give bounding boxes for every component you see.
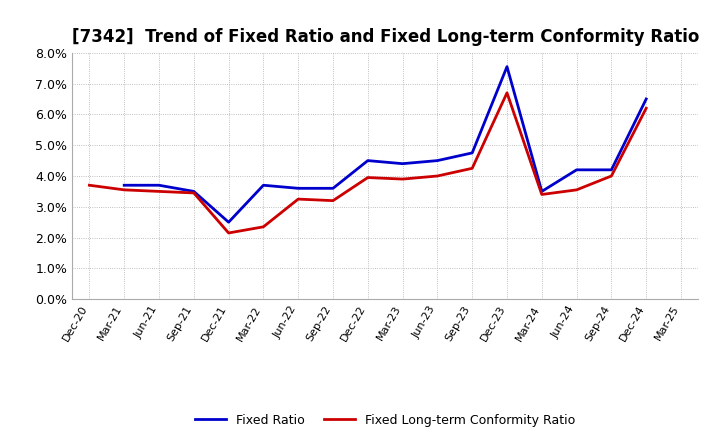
Fixed Ratio xyxy=(503,64,511,69)
Fixed Long-term Conformity Ratio xyxy=(468,165,477,171)
Fixed Long-term Conformity Ratio xyxy=(155,189,163,194)
Fixed Ratio xyxy=(225,220,233,225)
Fixed Ratio xyxy=(642,96,651,102)
Fixed Long-term Conformity Ratio xyxy=(607,173,616,179)
Fixed Ratio xyxy=(572,167,581,172)
Fixed Ratio xyxy=(398,161,407,166)
Fixed Long-term Conformity Ratio xyxy=(537,192,546,197)
Fixed Long-term Conformity Ratio xyxy=(85,183,94,188)
Fixed Long-term Conformity Ratio xyxy=(433,173,442,179)
Fixed Ratio xyxy=(155,183,163,188)
Fixed Ratio xyxy=(189,189,198,194)
Fixed Long-term Conformity Ratio xyxy=(398,176,407,182)
Fixed Long-term Conformity Ratio xyxy=(364,175,372,180)
Title: [7342]  Trend of Fixed Ratio and Fixed Long-term Conformity Ratio: [7342] Trend of Fixed Ratio and Fixed Lo… xyxy=(71,28,699,46)
Fixed Long-term Conformity Ratio xyxy=(225,231,233,236)
Fixed Long-term Conformity Ratio xyxy=(572,187,581,193)
Fixed Ratio xyxy=(433,158,442,163)
Fixed Ratio xyxy=(294,186,302,191)
Fixed Ratio xyxy=(607,167,616,172)
Line: Fixed Long-term Conformity Ratio: Fixed Long-term Conformity Ratio xyxy=(89,93,647,233)
Fixed Ratio xyxy=(364,158,372,163)
Fixed Long-term Conformity Ratio xyxy=(189,190,198,195)
Fixed Long-term Conformity Ratio xyxy=(120,187,129,193)
Fixed Long-term Conformity Ratio xyxy=(642,106,651,111)
Fixed Ratio xyxy=(328,186,337,191)
Legend: Fixed Ratio, Fixed Long-term Conformity Ratio: Fixed Ratio, Fixed Long-term Conformity … xyxy=(190,409,580,432)
Fixed Ratio xyxy=(259,183,268,188)
Fixed Ratio xyxy=(537,189,546,194)
Fixed Long-term Conformity Ratio xyxy=(503,90,511,95)
Fixed Ratio xyxy=(120,183,129,188)
Line: Fixed Ratio: Fixed Ratio xyxy=(125,66,647,222)
Fixed Long-term Conformity Ratio xyxy=(328,198,337,203)
Fixed Long-term Conformity Ratio xyxy=(259,224,268,230)
Fixed Ratio xyxy=(468,150,477,156)
Fixed Long-term Conformity Ratio xyxy=(294,196,302,202)
